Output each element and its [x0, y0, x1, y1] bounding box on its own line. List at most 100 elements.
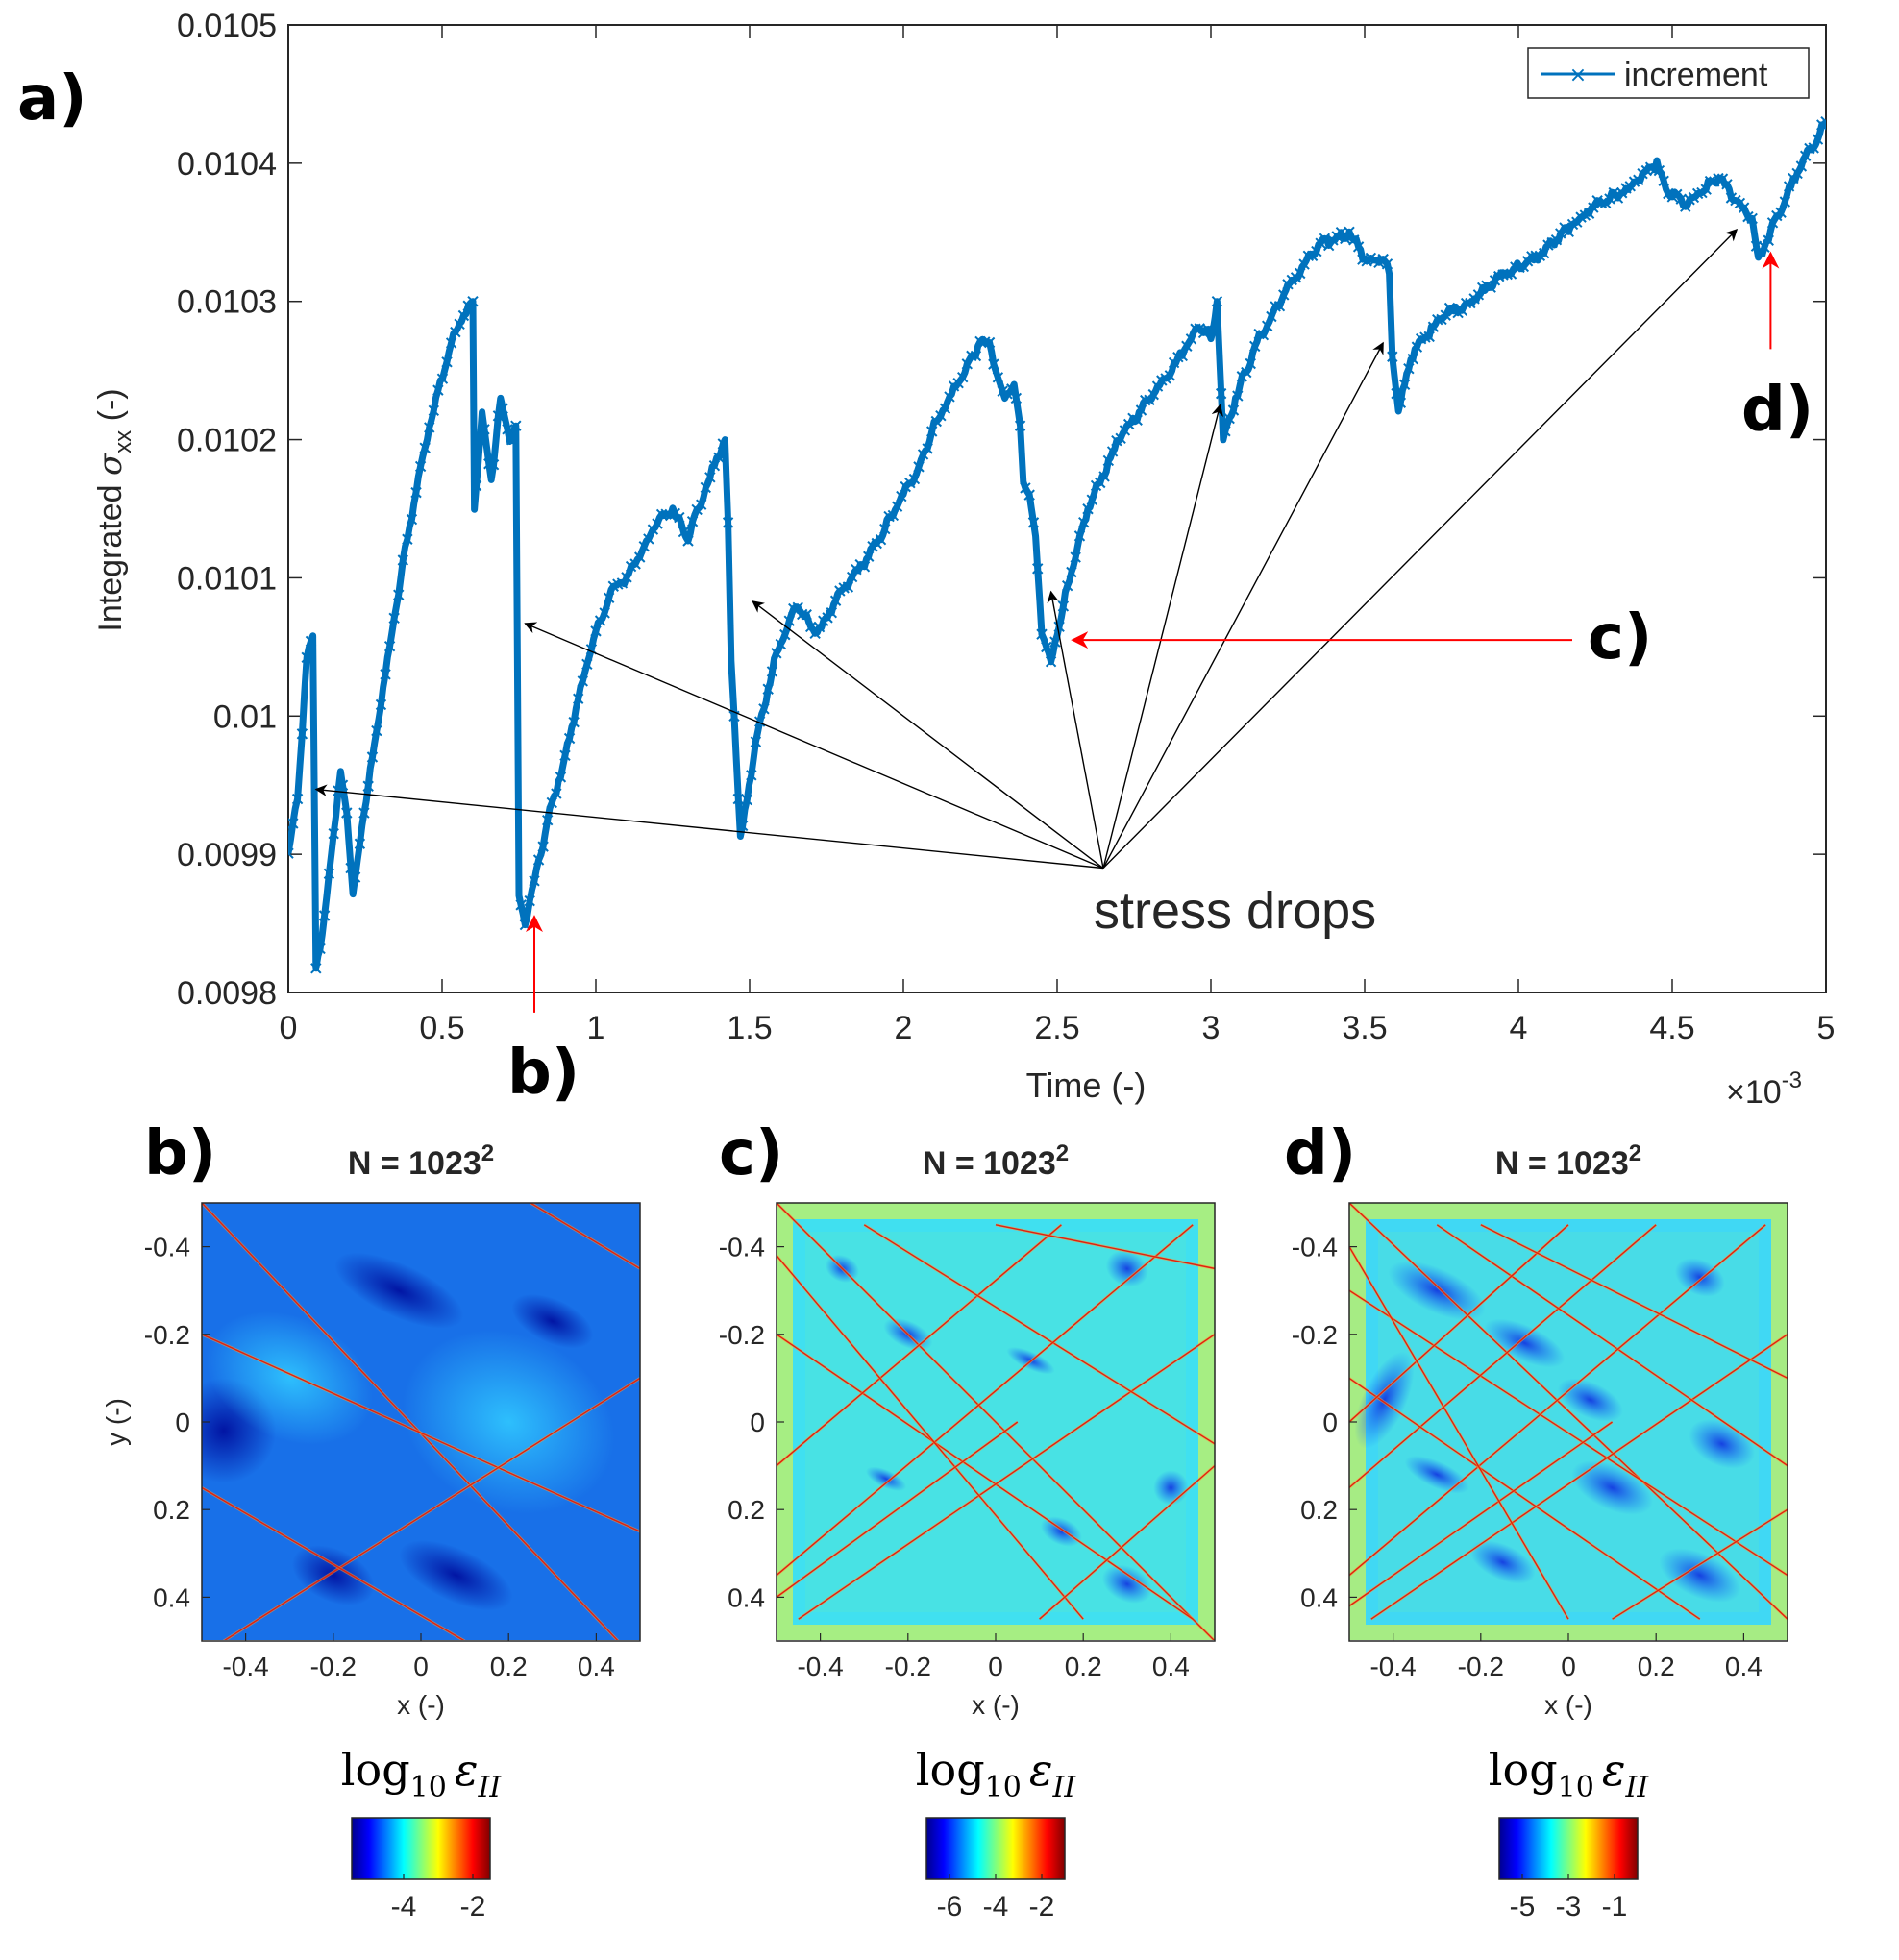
data-point: [741, 794, 752, 806]
y-tick-label: 0.0098: [177, 975, 277, 1012]
data-point: [797, 608, 808, 621]
data-point: [1227, 404, 1240, 416]
heatmap-x-tick-label: 0: [1561, 1652, 1576, 1681]
y-tick-label: 0.0105: [177, 8, 277, 44]
data-point: [858, 561, 871, 573]
data-point: [457, 309, 470, 322]
heatmap-x-label: x (-): [1544, 1690, 1592, 1720]
data-point: [1653, 164, 1665, 177]
data-point: [992, 372, 1004, 383]
heatmap-y-tick-label: 0.4: [1300, 1582, 1338, 1612]
data-point: [445, 337, 457, 349]
data-point: [1530, 250, 1541, 261]
data-point: [1220, 426, 1231, 437]
data-point: [792, 601, 803, 614]
data-point: [1791, 167, 1803, 180]
data-point: [551, 788, 562, 799]
data-point: [1505, 268, 1517, 280]
data-point: [944, 391, 955, 403]
colorbar-tick-label: -4: [391, 1891, 417, 1923]
data-point: [722, 517, 734, 528]
data-point: [314, 943, 326, 955]
data-point: [686, 515, 699, 527]
heatmap-blob: [1404, 1455, 1469, 1494]
data-point: [1266, 310, 1277, 323]
data-point: [1032, 563, 1044, 575]
data-point: [345, 862, 357, 874]
data-point: [1115, 432, 1126, 444]
data-point: [487, 458, 500, 471]
data-point: [1440, 309, 1451, 321]
data-point: [957, 371, 969, 383]
data-point: [1078, 516, 1090, 528]
y-label-prefix: Integrated: [92, 484, 129, 631]
data-point: [393, 589, 405, 600]
y-label-symbol: σ: [91, 453, 130, 476]
data-point: [674, 511, 685, 524]
data-point: [474, 431, 486, 444]
data-point: [1403, 362, 1415, 375]
data-point: [296, 728, 308, 740]
heatmap-blob: [1557, 1378, 1623, 1422]
data-point: [875, 534, 887, 546]
shear-band: [863, 1224, 1215, 1445]
data-point: [1352, 241, 1365, 253]
data-point: [573, 693, 584, 704]
data-point: [1057, 600, 1070, 612]
x-axis-label: Time (-): [1026, 1066, 1147, 1105]
data-point: [432, 384, 444, 396]
shear-band: [1349, 1246, 1569, 1620]
data-point: [1270, 301, 1281, 312]
data-point: [813, 621, 826, 633]
data-point: [479, 424, 490, 435]
heatmap-x-tick-label: -0.4: [1369, 1652, 1416, 1681]
series-increment: [288, 115, 1826, 974]
y-tick-label: 0.0102: [177, 423, 277, 459]
data-point: [524, 894, 535, 907]
data-point: [1394, 397, 1407, 408]
shear-band: [1349, 1289, 1788, 1577]
annotations: [314, 229, 1780, 1013]
colorbar-tick-label: -4: [983, 1891, 1009, 1923]
data-point: [961, 358, 973, 370]
data-point: [1176, 350, 1188, 362]
data-point: [1119, 425, 1131, 436]
data-point: [1588, 202, 1599, 213]
data-point: [1460, 297, 1472, 309]
colorbar-label: log10 εII: [1489, 1744, 1650, 1804]
colorbar: [1498, 1817, 1639, 1880]
data-point: [1775, 207, 1787, 218]
data-point: [1485, 282, 1496, 293]
heatmap-blob: [1659, 1548, 1741, 1603]
data-point: [1795, 160, 1808, 172]
data-point: [1257, 329, 1270, 341]
data-point: [736, 820, 749, 832]
data-point: [704, 472, 716, 483]
data-point: [922, 443, 933, 454]
data-point: [1583, 208, 1595, 219]
shear-band: [1039, 1465, 1215, 1620]
data-point: [983, 336, 996, 349]
data-point: [952, 377, 964, 389]
data-point: [1680, 201, 1691, 212]
data-point: [750, 736, 762, 747]
data-point: [826, 607, 838, 619]
heatmap-field: [1349, 1203, 1788, 1640]
data-point: [1340, 233, 1351, 245]
data-point: [713, 452, 725, 464]
y-label-sub: xx: [111, 430, 136, 453]
data-point: [917, 449, 929, 460]
data-point: [599, 607, 610, 619]
data-point: [647, 524, 659, 535]
shear-band: [1349, 1224, 1766, 1577]
panel-letter-a: a): [17, 63, 86, 135]
data-point: [1812, 134, 1824, 145]
data-point: [652, 518, 663, 529]
colorbar: [351, 1817, 491, 1880]
panel-letter-d-main: d): [1741, 375, 1813, 446]
data-point: [581, 658, 593, 671]
data-point: [532, 854, 545, 866]
data-point: [1808, 142, 1819, 154]
data-point: [529, 875, 540, 887]
shear-band: [1349, 1224, 1657, 1488]
